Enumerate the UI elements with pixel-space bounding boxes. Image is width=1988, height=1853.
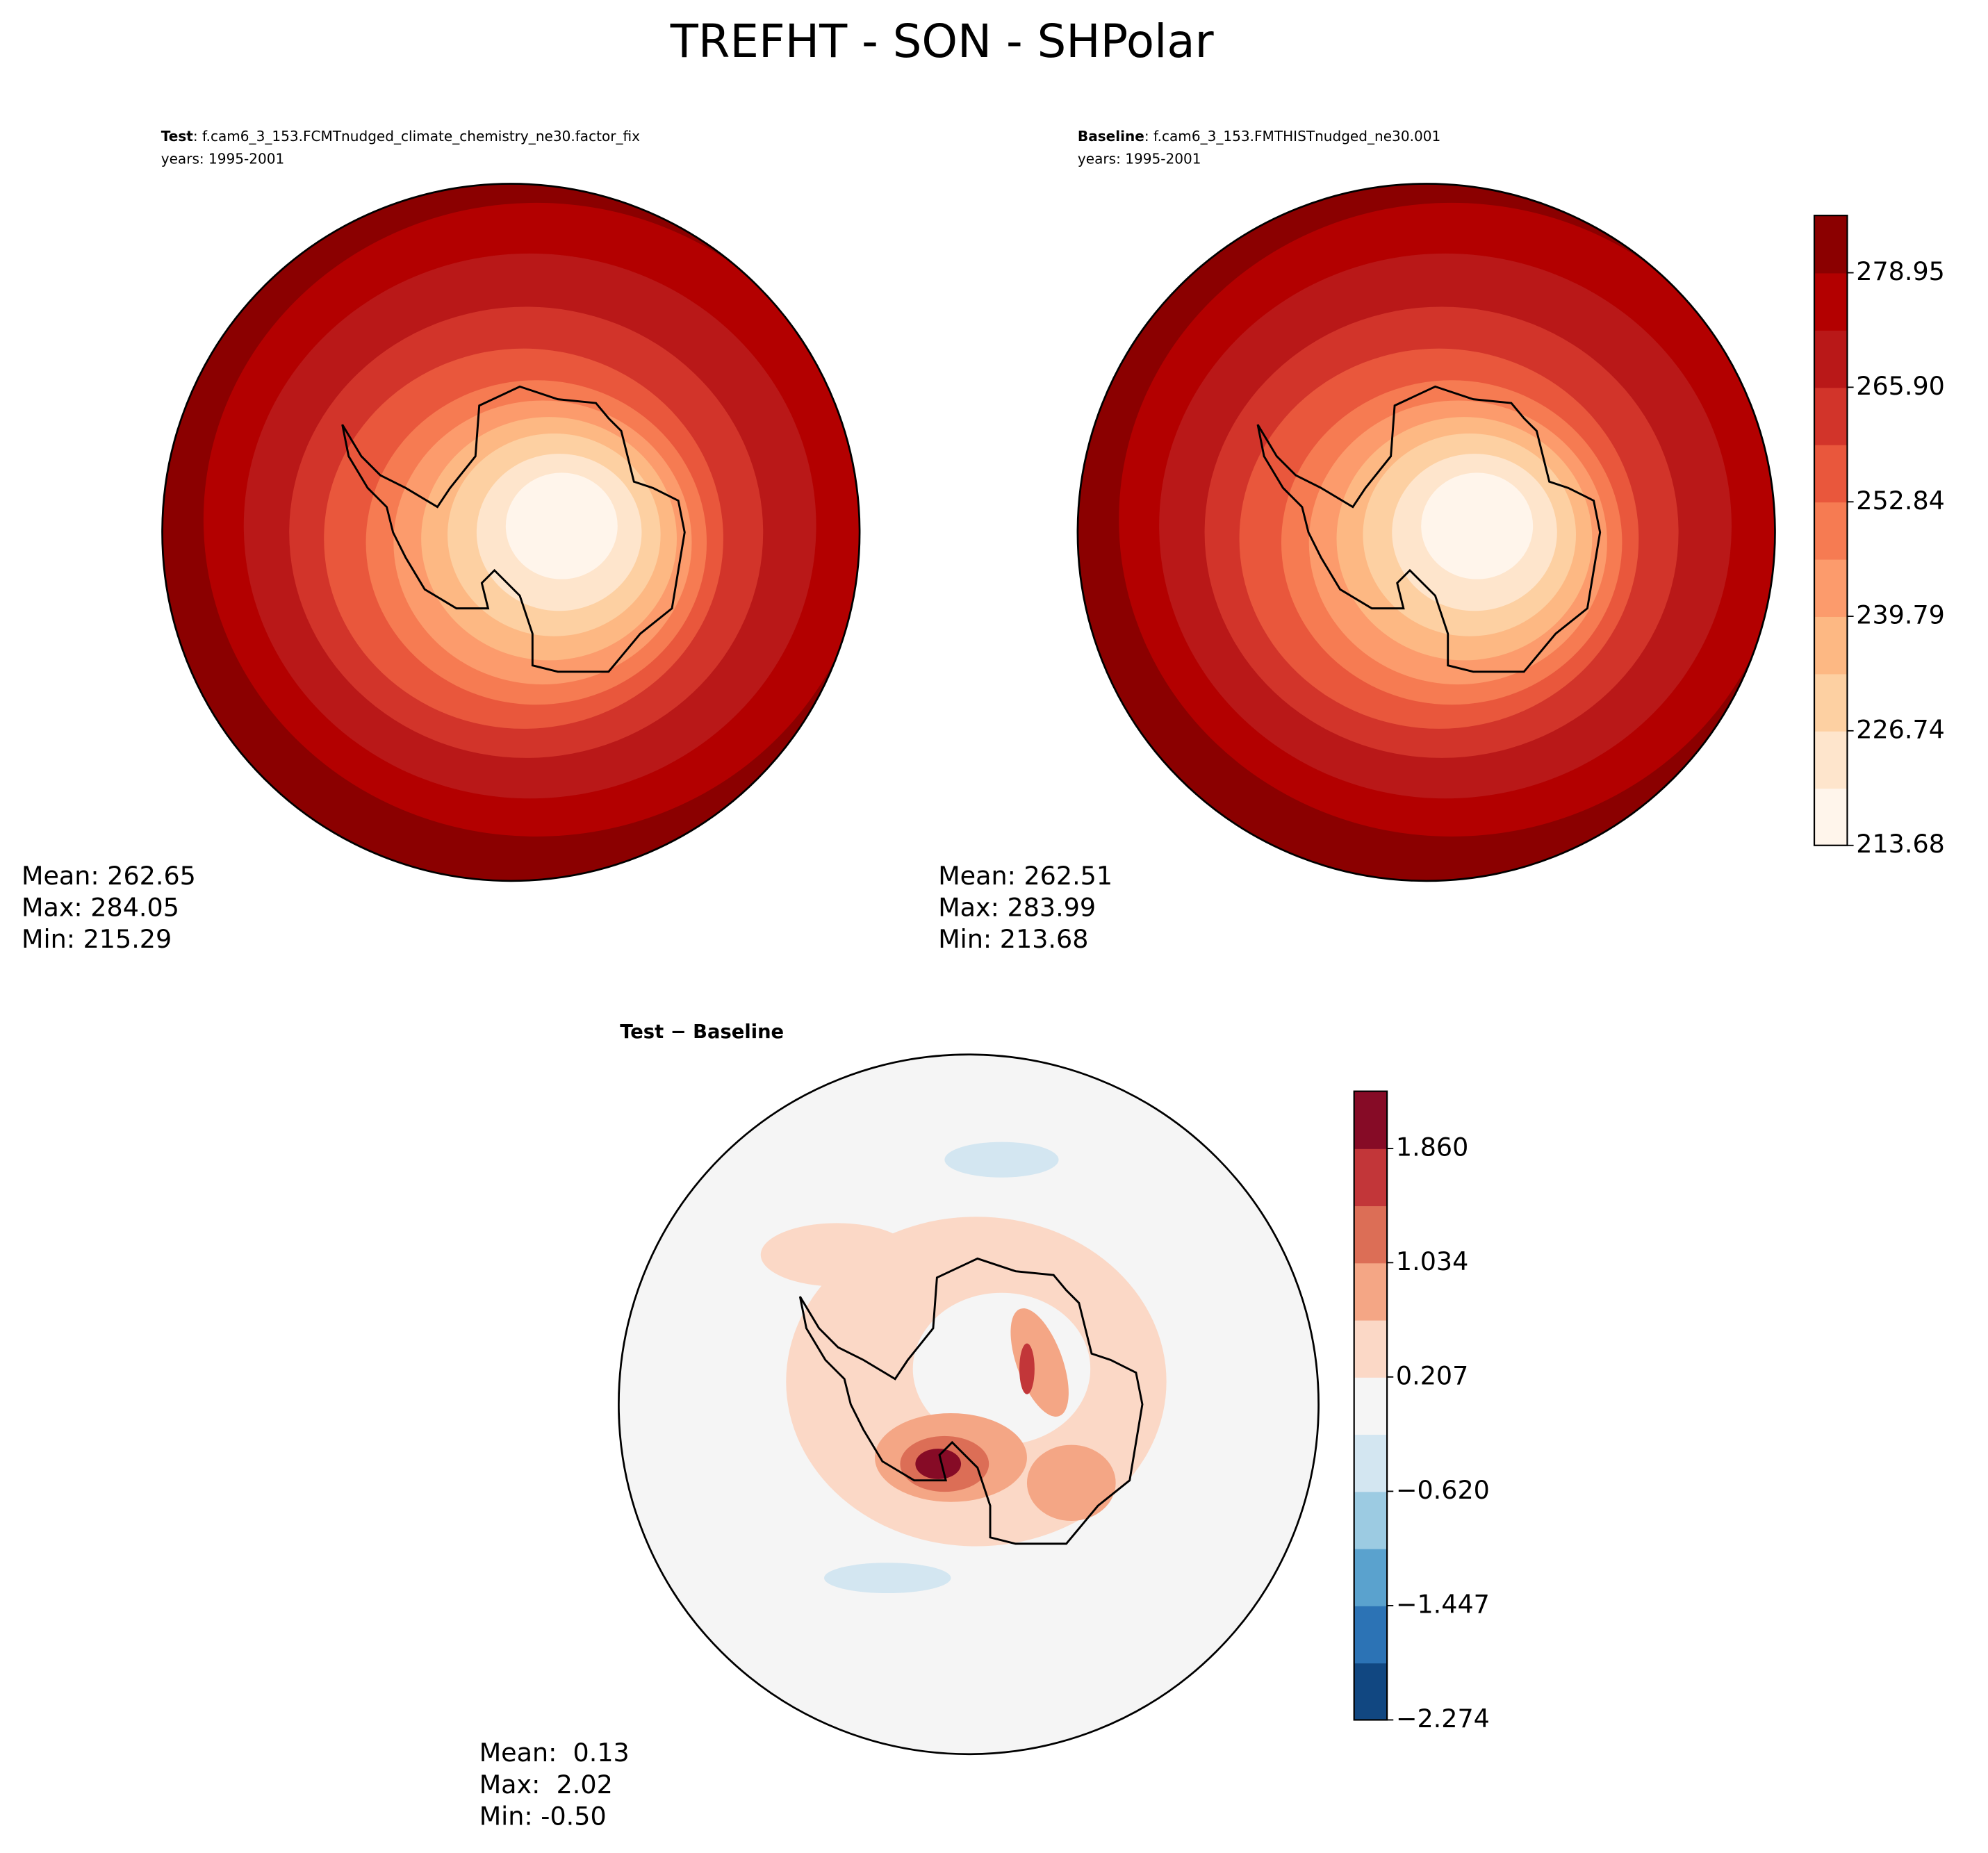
colorbar-segment [1354,1091,1388,1149]
colorbar-segment [1354,1434,1388,1492]
colorbar-segment [1354,1376,1388,1435]
colorbar-tick-label: 239.79 [1856,600,1945,630]
coastline [1256,385,1602,673]
contour-fill [505,472,618,579]
contour-fill [824,1563,951,1594]
panel-stat: Mean: 0.13 [479,1738,630,1768]
figure-title: TREFHT - SON - SHPolar [670,15,1214,68]
panel-stat: Min: 213.68 [938,924,1088,954]
panel-stat: Max: 284.05 [22,892,179,922]
colorbar-segment [1814,502,1848,560]
colorbar-segment [1814,329,1848,388]
panel-stat: Max: 283.99 [938,892,1096,922]
colorbar-segment [1814,616,1848,675]
panel-years: years: 1995-2001 [161,150,285,167]
colorbar-tick-label: 252.84 [1856,486,1945,516]
colorbar-segment [1354,1319,1388,1378]
coastline [341,385,686,673]
contour-fill [1010,1308,1069,1417]
panel-stat: Mean: 262.51 [938,861,1112,891]
contour-fill [944,1142,1059,1178]
colorbar-segment [1814,272,1848,331]
colorbar-segment [1354,1605,1388,1664]
colorbar-segment [1354,1205,1388,1264]
colorbar-tick-label: −1.447 [1396,1589,1490,1619]
panel-label: Test [161,128,194,145]
colorbar-segment [1814,673,1848,732]
colorbar-segment [1814,730,1848,789]
colorbar-tick-label: 226.74 [1856,714,1945,744]
panel-stat: Min: -0.50 [479,1801,607,1831]
contour-fill [1026,1444,1116,1522]
contour-fill [1019,1343,1035,1394]
colorbar-segment [1354,1663,1388,1721]
panel-title: Test − Baseline [620,1021,784,1043]
colorbar-tick-label: 278.95 [1856,256,1945,286]
colorbar-frame [1353,1090,1388,1721]
colorbar-tick-label: 1.034 [1396,1246,1468,1276]
panel-stat: Mean: 262.65 [22,861,196,891]
colorbar-segment [1814,215,1848,274]
colorbar-frame [1813,215,1848,846]
colorbar-segment [1354,1148,1388,1207]
map-border [161,183,861,882]
colorbar-tick-label: 265.90 [1856,371,1945,401]
colorbar-tick-label: 213.68 [1856,829,1945,859]
colorbar-segment [1814,444,1848,503]
panel-years: years: 1995-2001 [1078,150,1201,167]
panel-title: Test: f.cam6_3_153.FCMTnudged_climate_ch… [161,128,640,145]
map [618,1054,1319,1754]
map [1077,183,1775,881]
colorbar-segment [1814,559,1848,617]
map-border [1076,183,1776,882]
colorbar-segment [1354,1262,1388,1321]
colorbar-tick-label: −2.274 [1396,1704,1490,1733]
case-name: : f.cam6_3_153.FMTHISTnudged_ne30.001 [1144,128,1440,145]
panel-label: Baseline [1078,128,1144,145]
colorbar-segment [1354,1491,1388,1549]
colorbar-tick-label: 1.860 [1396,1133,1468,1162]
colorbar-tick-label: −0.620 [1396,1475,1490,1505]
panel-stat: Max: 2.02 [479,1770,613,1800]
panel-stat: Min: 215.29 [22,924,172,954]
colorbar-segment [1814,788,1848,846]
colorbar-segment [1354,1548,1388,1606]
contour-fill [915,1449,962,1479]
map [162,183,860,881]
coastline [798,1257,1144,1545]
contour-fill [760,1223,913,1287]
colorbar-tick-label: 0.207 [1396,1360,1468,1390]
colorbar-segment [1814,387,1848,445]
panel-title: Baseline: f.cam6_3_153.FMTHISTnudged_ne3… [1078,128,1440,145]
case-name: : f.cam6_3_153.FCMTnudged_climate_chemis… [193,128,640,145]
map-border [618,1053,1320,1756]
contour-fill [1421,472,1534,579]
